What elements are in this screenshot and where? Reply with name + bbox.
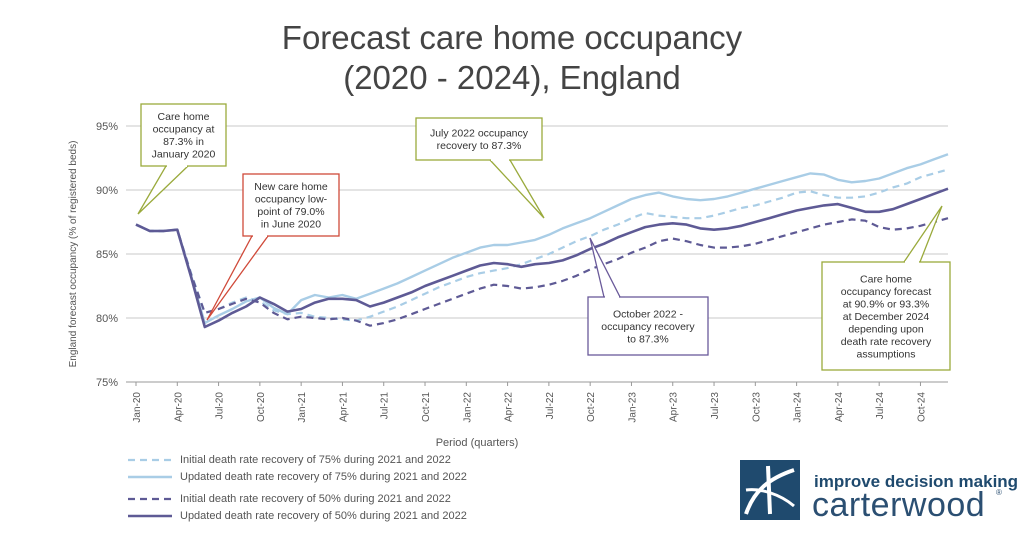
- legend-label: Updated death rate recovery of 75% durin…: [180, 470, 467, 483]
- x-tick-label: Oct-24: [916, 392, 927, 422]
- logo-tagline: improve decision making: [814, 472, 1019, 491]
- occupancy-line-chart: 75% 80% 85% 90% 95% Jan-20 Apr-20 Jul-20 Oct-20 J…: [68, 103, 951, 449]
- carterwood-logo-mark-icon: [740, 460, 800, 520]
- callout-box: [821, 261, 951, 371]
- series-line-3: [135, 187, 949, 329]
- y-tick-label: 90%: [96, 185, 118, 197]
- callout-text: July 2022 occupancy: [430, 128, 529, 140]
- callout-text: New care home: [254, 181, 328, 193]
- callout-text: occupancy at: [153, 124, 215, 136]
- legend-swatch-solid-light: [128, 475, 172, 478]
- x-tick-label: Oct-22: [586, 392, 597, 422]
- x-tick-label: Jan-21: [297, 392, 308, 423]
- callout-text: depending upon: [848, 323, 923, 335]
- x-tick-label: Jan-24: [793, 392, 804, 423]
- x-tick-label: Jan-22: [462, 392, 473, 423]
- logo-brand-name: carterwood: [812, 486, 986, 524]
- series-line-0: [135, 168, 949, 322]
- logo-registered-mark: ®: [996, 488, 1002, 497]
- callout-text: in June 2020: [261, 219, 321, 231]
- callout-box: [415, 117, 543, 161]
- legend-item-initial-75: Initial death rate recovery of 75% durin…: [128, 451, 467, 468]
- chart-title: Forecast care home occupancy (2020 - 202…: [0, 18, 1024, 98]
- y-tick-label: 85%: [96, 249, 118, 261]
- y-axis-title: England forecast occupancy (% of registe…: [68, 141, 79, 368]
- x-tick-label: Jan-23: [627, 392, 638, 423]
- x-tick-label: Oct-23: [751, 392, 762, 422]
- legend-group-75: Initial death rate recovery of 75% durin…: [128, 451, 467, 485]
- callout-box: [587, 296, 709, 356]
- callout-box: [242, 173, 340, 237]
- legend-item-updated-50: Updated death rate recovery of 50% durin…: [128, 507, 467, 524]
- callout-text: 87.3% in: [163, 136, 204, 148]
- callout-text: assumptions: [857, 348, 916, 360]
- carterwood-logo: improve decision making carterwood ®: [740, 460, 1018, 526]
- legend-group-50: Initial death rate recovery of 50% durin…: [128, 490, 467, 524]
- callout-text: point of 79.0%: [257, 206, 324, 218]
- callout-text: occupancy low-: [255, 194, 328, 206]
- callout-text: Care home: [860, 273, 912, 285]
- callout-text: at December 2024: [843, 311, 930, 323]
- x-tick-label: Apr-20: [173, 392, 184, 422]
- legend-label: Updated death rate recovery of 50% durin…: [180, 509, 467, 522]
- y-tick-label: 80%: [96, 313, 118, 325]
- callout-text: death rate recovery: [841, 336, 932, 348]
- x-tick-label: Apr-21: [338, 392, 349, 422]
- chart-title-line1: Forecast care home occupancy: [281, 19, 743, 56]
- callout-text: occupancy recovery: [601, 321, 695, 333]
- x-tick-label: Apr-23: [669, 392, 680, 422]
- x-tick-label: Oct-20: [256, 392, 267, 422]
- callout-box: [140, 103, 227, 167]
- x-tick-label: Jul-24: [875, 392, 886, 420]
- callout-text: to 87.3%: [627, 333, 668, 345]
- x-tick-label: Jul-23: [710, 392, 721, 420]
- series-line-1: [135, 153, 949, 325]
- legend-swatch-solid-dark: [128, 514, 172, 517]
- y-tick-label: 75%: [96, 377, 118, 389]
- callout-text: at 90.9% or 93.3%: [843, 298, 929, 310]
- callout-text: occupancy forecast: [841, 286, 932, 298]
- x-tick-label: Oct-21: [421, 392, 432, 422]
- callout-pointer: [488, 159, 545, 219]
- callout-text: January 2020: [152, 149, 216, 161]
- callout-text: October 2022 -: [613, 308, 684, 320]
- callout-text: Care home: [158, 111, 210, 123]
- x-tick-label: Apr-22: [504, 392, 515, 422]
- x-tick-label: Jul-21: [380, 392, 391, 420]
- legend-label: Initial death rate recovery of 50% durin…: [180, 492, 451, 505]
- x-axis-title: Period (quarters): [436, 437, 519, 449]
- series-line-2: [135, 217, 949, 327]
- x-tick-label: Jan-20: [132, 392, 143, 423]
- x-tick-label: Jul-20: [215, 392, 226, 420]
- chart-title-line2: (2020 - 2024), England: [343, 59, 681, 96]
- x-tick-label: Apr-24: [834, 392, 845, 422]
- legend-swatch-dashed-light: [128, 458, 172, 461]
- legend-item-updated-75: Updated death rate recovery of 75% durin…: [128, 468, 467, 485]
- legend-swatch-dashed-dark: [128, 497, 172, 500]
- callout-text: recovery to 87.3%: [437, 140, 522, 152]
- y-tick-label: 95%: [96, 121, 118, 133]
- x-tick-label: Jul-22: [545, 392, 556, 420]
- legend-label: Initial death rate recovery of 75% durin…: [180, 453, 451, 466]
- legend-item-initial-50: Initial death rate recovery of 50% durin…: [128, 490, 467, 507]
